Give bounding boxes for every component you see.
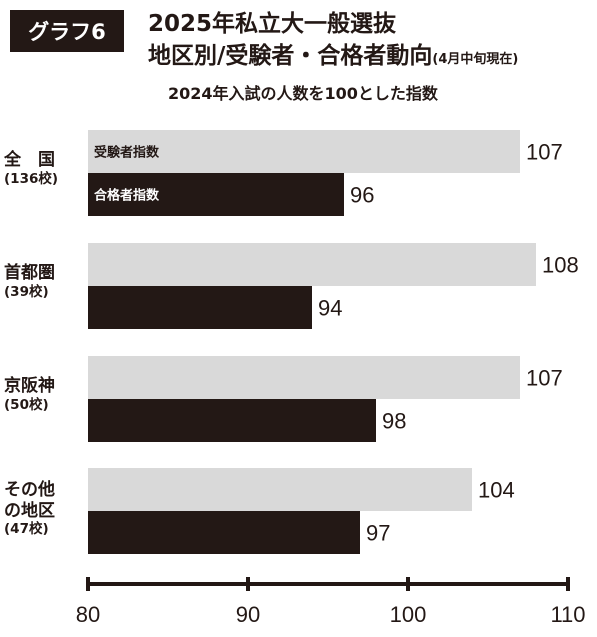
bar-value-label: 98 <box>382 409 406 434</box>
region-name: 京阪神 <box>4 376 55 396</box>
chart-subtitle: 2024年入試の人数を100とした指数 <box>168 84 438 103</box>
bar-value-label: 96 <box>350 183 374 208</box>
region-count: (47校) <box>4 521 49 538</box>
bar-value-label: 97 <box>366 521 390 546</box>
region-count: (136校) <box>4 170 59 187</box>
region-name: その他 の地区 <box>4 480 55 521</box>
region-name: 首都圏 <box>4 263 55 283</box>
region-label-capital: 首都圏 (39校) <box>4 263 82 300</box>
passer-bar <box>88 286 312 329</box>
region-label-keihanshin: 京阪神 (50校) <box>4 376 82 413</box>
region-name: 全 国 <box>4 150 55 170</box>
region-label-national: 全 国 (136校) <box>4 150 82 187</box>
applicant-bar <box>88 243 536 286</box>
legend-label: 受験者指数 <box>94 145 160 161</box>
chart-title-main: 地区別/受験者・合格者動向 <box>148 43 433 69</box>
x-tick-label: 110 <box>550 602 585 627</box>
figure-badge: グラフ6 <box>10 10 124 52</box>
applicant-bar <box>88 356 520 399</box>
passer-bar <box>88 399 376 442</box>
applicant-bar <box>88 468 472 511</box>
bar-value-label: 107 <box>526 140 563 165</box>
region-count: (39校) <box>4 283 49 300</box>
passer-bar <box>88 511 360 554</box>
applicant-bar <box>88 130 520 173</box>
region-count: (50校) <box>4 396 49 413</box>
x-tick-label: 80 <box>76 602 100 627</box>
legend-label: 合格者指数 <box>94 188 160 204</box>
bar-value-label: 107 <box>526 366 563 391</box>
chart-title-note: (4月中旬現在) <box>432 52 519 67</box>
bar-value-label: 108 <box>542 253 579 278</box>
region-label-other: その他 の地区 (47校) <box>4 480 82 538</box>
x-tick-label: 100 <box>390 602 427 627</box>
chart-title-line2: 地区別/受験者・合格者動向(4月中旬現在) <box>148 36 518 70</box>
x-tick-label: 90 <box>236 602 260 627</box>
passer-bar <box>88 173 344 216</box>
bar-value-label: 94 <box>318 296 342 321</box>
chart-title: 2025年私立大一般選抜 <box>148 11 397 37</box>
bar-value-label: 104 <box>478 478 515 503</box>
